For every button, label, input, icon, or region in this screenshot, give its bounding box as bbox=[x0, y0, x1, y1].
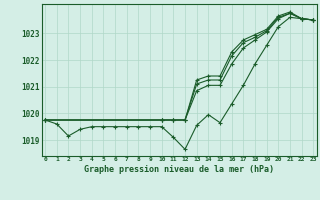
X-axis label: Graphe pression niveau de la mer (hPa): Graphe pression niveau de la mer (hPa) bbox=[84, 165, 274, 174]
